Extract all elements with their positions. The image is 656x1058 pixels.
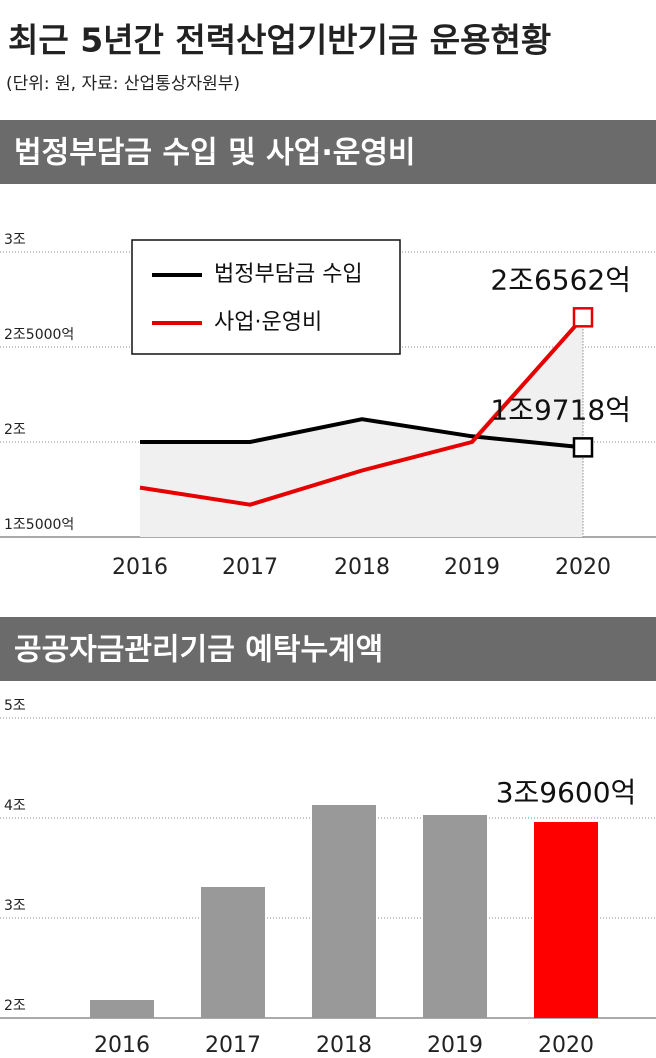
- end-marker: [572, 307, 594, 328]
- legend-label: 사업·운영비: [214, 310, 322, 335]
- x-tick-label: 2018: [334, 555, 390, 580]
- value-label: 1조9718억: [490, 393, 631, 426]
- line-series: [139, 315, 585, 507]
- title: 최근 5년간 전력산업기반기금 운용현황: [8, 21, 551, 60]
- y-tick-label: 2조5000억: [4, 327, 74, 343]
- y-tick-label: 3조: [4, 898, 26, 914]
- x-tick-label: 2017: [205, 1033, 261, 1058]
- bar: [201, 887, 265, 1018]
- y-tick-label: 5조: [4, 698, 26, 714]
- bar: [90, 1000, 154, 1018]
- y-tick-label: 4조: [4, 798, 26, 814]
- section-title: 법정부담금 수입 및 사업·운영비: [14, 136, 416, 171]
- x-tick-label: 2016: [112, 555, 168, 580]
- legend-box: [131, 239, 401, 355]
- legend-label: 법정부담금 수입: [214, 262, 363, 287]
- bar: [534, 822, 598, 1018]
- subtitle: (단위: 원, 자료: 산업통상자원부): [6, 74, 240, 94]
- x-tick-label: 2019: [444, 555, 500, 580]
- x-tick-label: 2020: [555, 555, 611, 580]
- area-shade: [140, 317, 583, 537]
- x-tick-label: 2020: [538, 1033, 594, 1058]
- x-tick-label: 2018: [316, 1033, 372, 1058]
- x-tick-label: 2017: [222, 555, 278, 580]
- value-label: 3조9600억: [496, 776, 637, 809]
- y-tick-label: 2조: [4, 422, 26, 438]
- y-tick-label: 1조5000억: [4, 517, 74, 533]
- section-title: 공공자금관리기금 예탁누계액: [14, 633, 383, 668]
- section-header: [0, 120, 656, 184]
- end-marker: [572, 437, 594, 458]
- x-tick-label: 2016: [94, 1033, 150, 1058]
- x-tick-label: 2019: [427, 1033, 483, 1058]
- y-tick-label: 3조: [4, 232, 26, 248]
- section-header: [0, 617, 656, 681]
- y-tick-label: 2조: [4, 998, 26, 1014]
- line-series: [140, 417, 584, 450]
- value-label: 2조6562억: [490, 263, 631, 296]
- bar: [423, 815, 487, 1018]
- bar: [312, 805, 376, 1018]
